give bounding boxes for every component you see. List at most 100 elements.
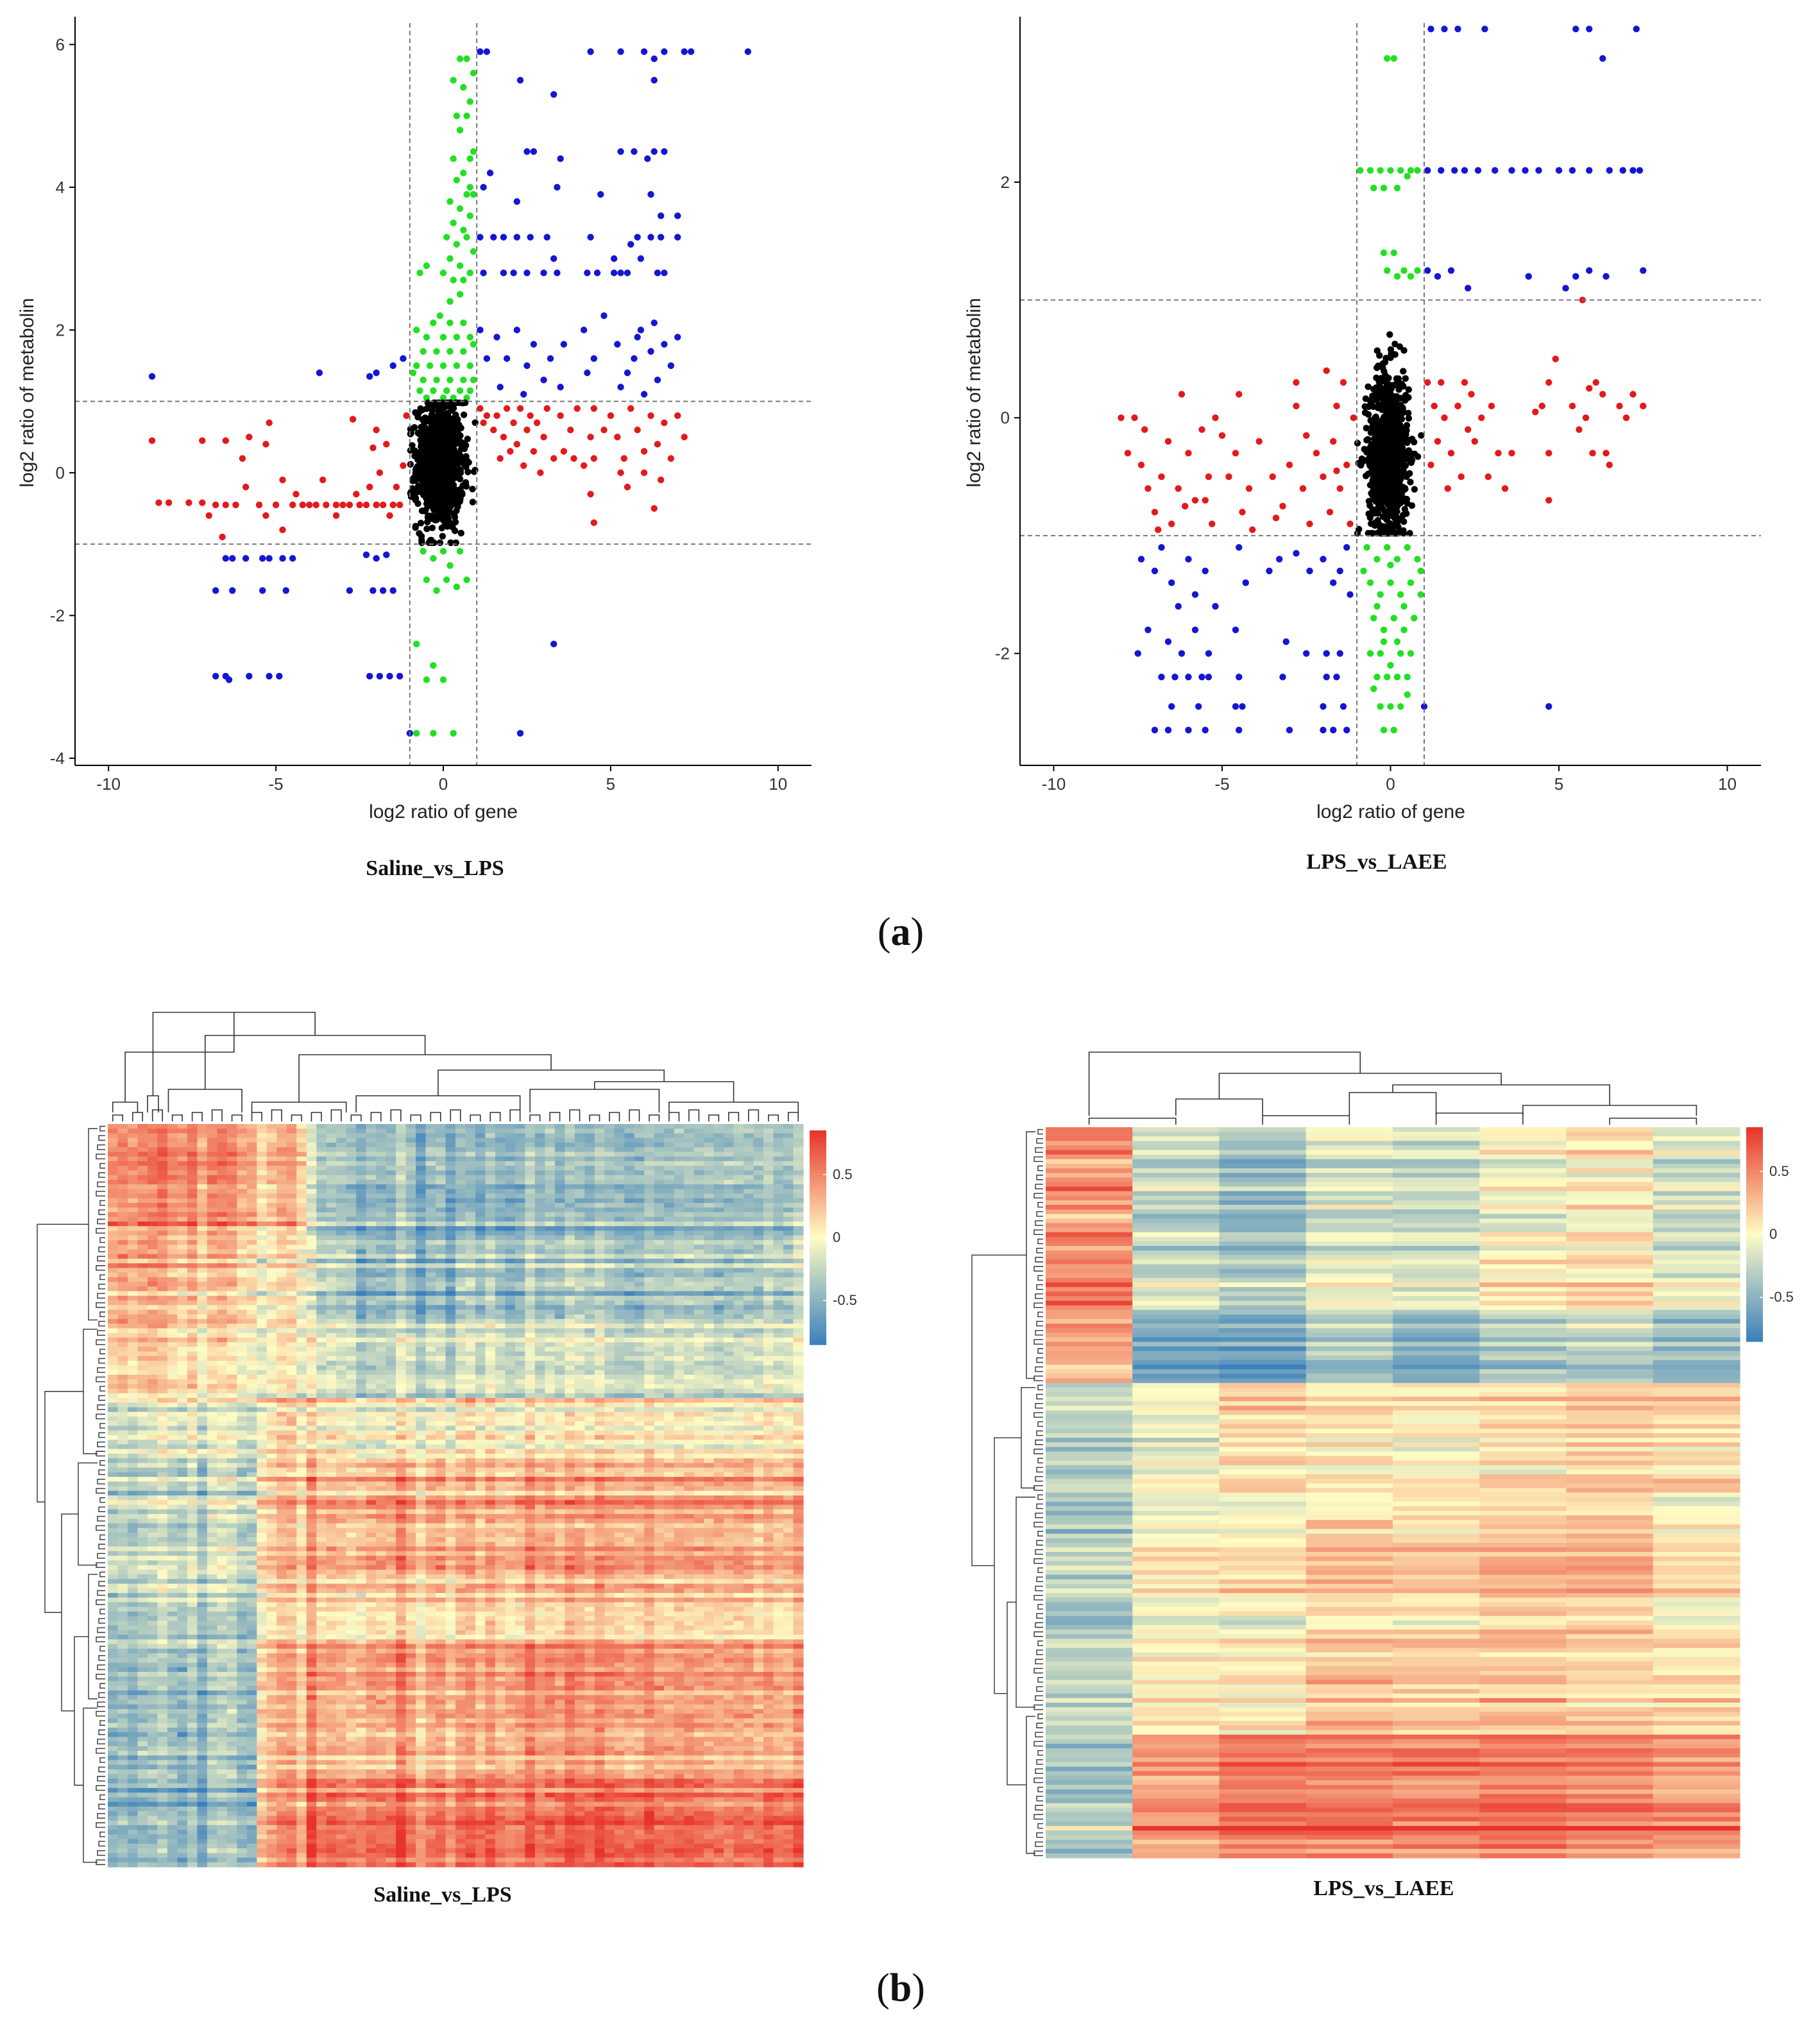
heatmap-cell [187,1170,198,1176]
heatmap-cell [157,1128,168,1134]
heatmap-cell [664,1263,675,1268]
heatmap-cell [773,1137,784,1143]
heatmap-cell [525,1166,536,1171]
heatmap-cell [724,1152,735,1157]
center-point [438,524,445,532]
heatmap-cell [565,1170,575,1176]
heatmap-cell [405,1254,416,1259]
center-point [1400,425,1408,432]
heatmap-cell [634,1203,645,1208]
blue-point [1333,674,1340,681]
heatmap-cell [753,1193,764,1199]
heatmap-cell [773,1133,784,1139]
blue-point [617,148,624,155]
heatmap-cell [436,1193,446,1199]
blue-point [370,587,377,594]
heatmap-cell [237,1152,248,1157]
heatmap-cell [336,1268,347,1273]
blue-point [1545,702,1552,710]
blue-point [1191,626,1199,634]
red-point [651,505,658,512]
red-point [550,455,557,462]
heatmap-cell [177,1124,188,1129]
heatmap-cell [485,1170,496,1176]
center-point [1367,429,1375,436]
heatmap-cell [147,1268,158,1273]
red-point [332,501,340,509]
red-point [400,462,407,469]
heatmap-cell [594,1239,605,1245]
heatmap-cell [157,1166,168,1171]
heatmap-cell [167,1189,178,1195]
heatmap-cell [177,1254,188,1259]
heatmap-cell [376,1133,387,1139]
heatmap-cell [356,1170,367,1176]
heatmap-cell [157,1268,168,1273]
heatmap-cell [744,1249,754,1255]
heatmap-cell [425,1212,436,1218]
heatmap-cell [127,1216,139,1222]
green-point [1380,249,1388,257]
heatmap-cell [117,1166,128,1171]
heatmap-cell [604,1161,615,1166]
green-point [423,334,430,341]
red-point [379,501,387,509]
heatmap-cell [624,1198,635,1204]
red-point [1218,432,1226,439]
heatmap-cell [783,1272,794,1278]
heatmap-cell [624,1249,635,1255]
heatmap-cell [594,1161,605,1166]
red-point [654,441,661,448]
heatmap-cell [455,1184,466,1189]
heatmap-cell [654,1203,665,1208]
blue-point [610,255,618,262]
red-point [490,426,497,434]
heatmap-cell [713,1156,724,1162]
heatmap-cell [137,1124,148,1129]
heatmap-cell [644,1268,655,1273]
center-point [1399,497,1407,504]
heatmap-cell [436,1207,446,1213]
red-point [346,501,353,509]
heatmap-cell [405,1282,416,1287]
green-point [1377,591,1384,598]
heatmap-cell [525,1124,536,1129]
heatmap-cell [108,1193,119,1199]
heatmap-cell [654,1207,665,1213]
center-point [1411,450,1418,457]
heatmap-cell [147,1156,158,1162]
heatmap-cell [436,1133,446,1139]
heatmap-cell [117,1221,128,1227]
heatmap-cell [624,1128,635,1134]
heatmap-cell [515,1142,525,1148]
heatmap-cell [416,1189,427,1195]
heatmap-cell [763,1263,774,1268]
heatmap-cell [515,1230,525,1236]
heatmap-cell [783,1268,794,1273]
heatmap-cell [356,1166,367,1171]
heatmap-cell [584,1235,595,1241]
heatmap-cell [574,1230,585,1236]
green-point [446,348,454,355]
heatmap-cell [445,1184,456,1189]
heatmap-cell [624,1147,635,1153]
blue-point [1599,55,1606,62]
heatmap-cell [226,1179,237,1185]
heatmap-cell [485,1124,496,1129]
heatmap-cell [594,1258,605,1264]
heatmap-cell [704,1230,715,1236]
blue-point [379,587,387,594]
heatmap-cell [177,1212,188,1218]
heatmap-cell [226,1239,237,1245]
heatmap-cell [226,1198,237,1204]
heatmap-cell [416,1161,427,1166]
heatmap-cell [296,1239,307,1245]
heatmap-cell [574,1156,585,1162]
heatmap-cell [167,1156,178,1162]
green-point [1380,726,1388,734]
red-point [246,434,253,441]
heatmap-cell [386,1170,396,1176]
heatmap-cell [346,1179,357,1185]
heatmap-cell [316,1277,327,1282]
center-point [1382,515,1389,522]
